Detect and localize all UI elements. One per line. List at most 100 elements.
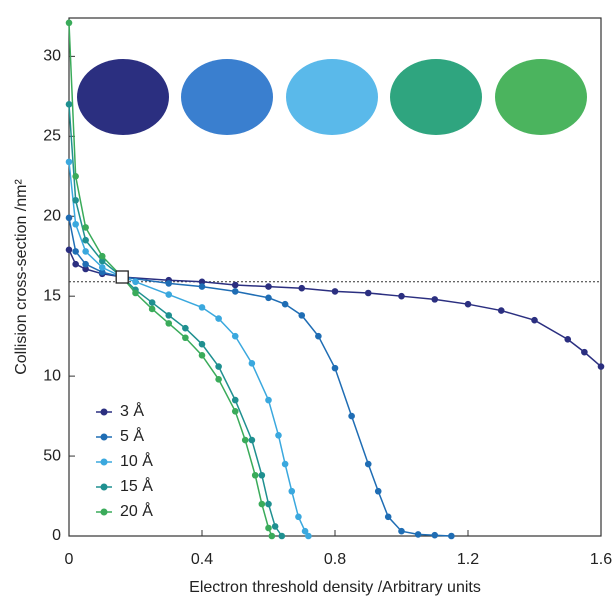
legend-label: 10 Å — [120, 451, 153, 470]
data-point — [248, 360, 256, 367]
data-point — [198, 340, 206, 348]
data-point — [414, 531, 422, 538]
data-point — [271, 523, 279, 530]
data-point — [98, 268, 106, 276]
data-point — [295, 513, 302, 521]
data-point — [215, 315, 222, 322]
data-point — [364, 460, 372, 468]
data-point — [298, 284, 306, 292]
data-point — [348, 412, 355, 420]
data-point — [315, 332, 322, 340]
data-point — [384, 513, 392, 521]
data-point — [72, 172, 79, 180]
data-point — [398, 292, 405, 300]
data-point — [215, 376, 222, 383]
data-point — [258, 500, 266, 508]
data-point — [148, 299, 156, 306]
data-point — [301, 527, 309, 535]
data-point — [82, 224, 89, 231]
data-point — [148, 305, 156, 313]
data-point — [564, 336, 572, 343]
data-point — [248, 436, 256, 444]
structure-images — [77, 59, 587, 135]
y-tick-label: 10 — [43, 367, 61, 384]
y-tick-label: 50 — [43, 447, 61, 464]
legend-marker — [100, 433, 108, 441]
data-point — [268, 532, 276, 540]
data-point — [331, 364, 339, 372]
legend-label: 20 Å — [120, 501, 153, 520]
data-point — [231, 332, 239, 340]
reference-point — [115, 270, 129, 284]
x-tick-label: 0.4 — [191, 551, 213, 568]
data-point — [165, 320, 173, 327]
data-point — [398, 527, 405, 535]
data-point — [65, 246, 73, 254]
series-line — [68, 104, 283, 537]
data-point — [132, 278, 139, 286]
data-point — [65, 101, 73, 108]
legend-label: 3 Å — [120, 401, 144, 420]
y-tick-label: 25 — [43, 128, 61, 145]
y-tick-label: 0 — [52, 527, 61, 544]
y-tick-label: 15 — [43, 287, 61, 304]
data-point — [82, 265, 89, 273]
data-point — [531, 316, 538, 324]
data-point — [98, 257, 106, 265]
y-axis-label: Collision cross-section /nm² — [13, 179, 30, 375]
series-line — [68, 249, 602, 368]
data-point — [331, 288, 339, 295]
data-point — [374, 487, 382, 495]
data-point — [82, 236, 89, 244]
x-tick-label: 0 — [65, 551, 74, 568]
data-point — [241, 436, 249, 444]
data-point — [597, 363, 605, 370]
data-point — [165, 312, 173, 319]
data-point — [497, 307, 505, 314]
data-point — [298, 312, 306, 319]
data-point — [198, 352, 206, 359]
data-point — [198, 278, 206, 286]
data-point — [65, 214, 73, 222]
data-point — [448, 532, 455, 540]
data-point — [165, 280, 173, 287]
data-point — [132, 289, 139, 297]
data-point — [581, 348, 588, 356]
data-point — [82, 248, 89, 255]
data-point — [464, 300, 472, 308]
data-point — [275, 431, 282, 439]
data-point — [431, 296, 439, 303]
legend-marker — [100, 408, 108, 416]
data-point — [198, 304, 206, 311]
data-point — [215, 363, 222, 370]
data-point — [231, 407, 239, 415]
data-point — [198, 283, 206, 290]
legend-marker — [100, 483, 108, 491]
data-point — [231, 281, 239, 289]
data-point — [165, 291, 173, 298]
legend-marker — [100, 508, 108, 516]
data-point — [281, 460, 289, 468]
data-point — [72, 220, 79, 228]
data-point — [265, 524, 272, 532]
data-point — [72, 260, 79, 268]
data-point — [258, 471, 266, 479]
data-point — [265, 500, 272, 508]
data-point — [182, 334, 189, 342]
data-point — [72, 196, 79, 204]
data-point — [288, 487, 296, 495]
data-point — [82, 260, 89, 268]
data-point — [182, 324, 189, 332]
x-axis-label: Electron threshold density /Arbitrary un… — [189, 579, 481, 596]
x-tick-label: 0.8 — [324, 551, 346, 568]
legend-label: 15 Å — [120, 476, 153, 495]
y-tick-label: 20 — [43, 207, 61, 224]
data-point — [98, 264, 106, 271]
x-tick-label: 1.2 — [457, 551, 479, 568]
legend-label: 5 Å — [120, 426, 144, 445]
data-point — [231, 288, 239, 295]
data-point — [251, 471, 259, 479]
data-point — [305, 532, 312, 540]
data-point — [65, 158, 73, 166]
